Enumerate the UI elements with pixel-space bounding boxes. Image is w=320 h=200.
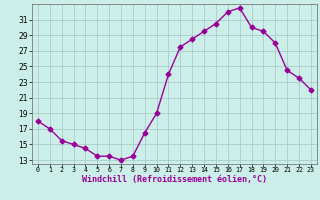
- X-axis label: Windchill (Refroidissement éolien,°C): Windchill (Refroidissement éolien,°C): [82, 175, 267, 184]
